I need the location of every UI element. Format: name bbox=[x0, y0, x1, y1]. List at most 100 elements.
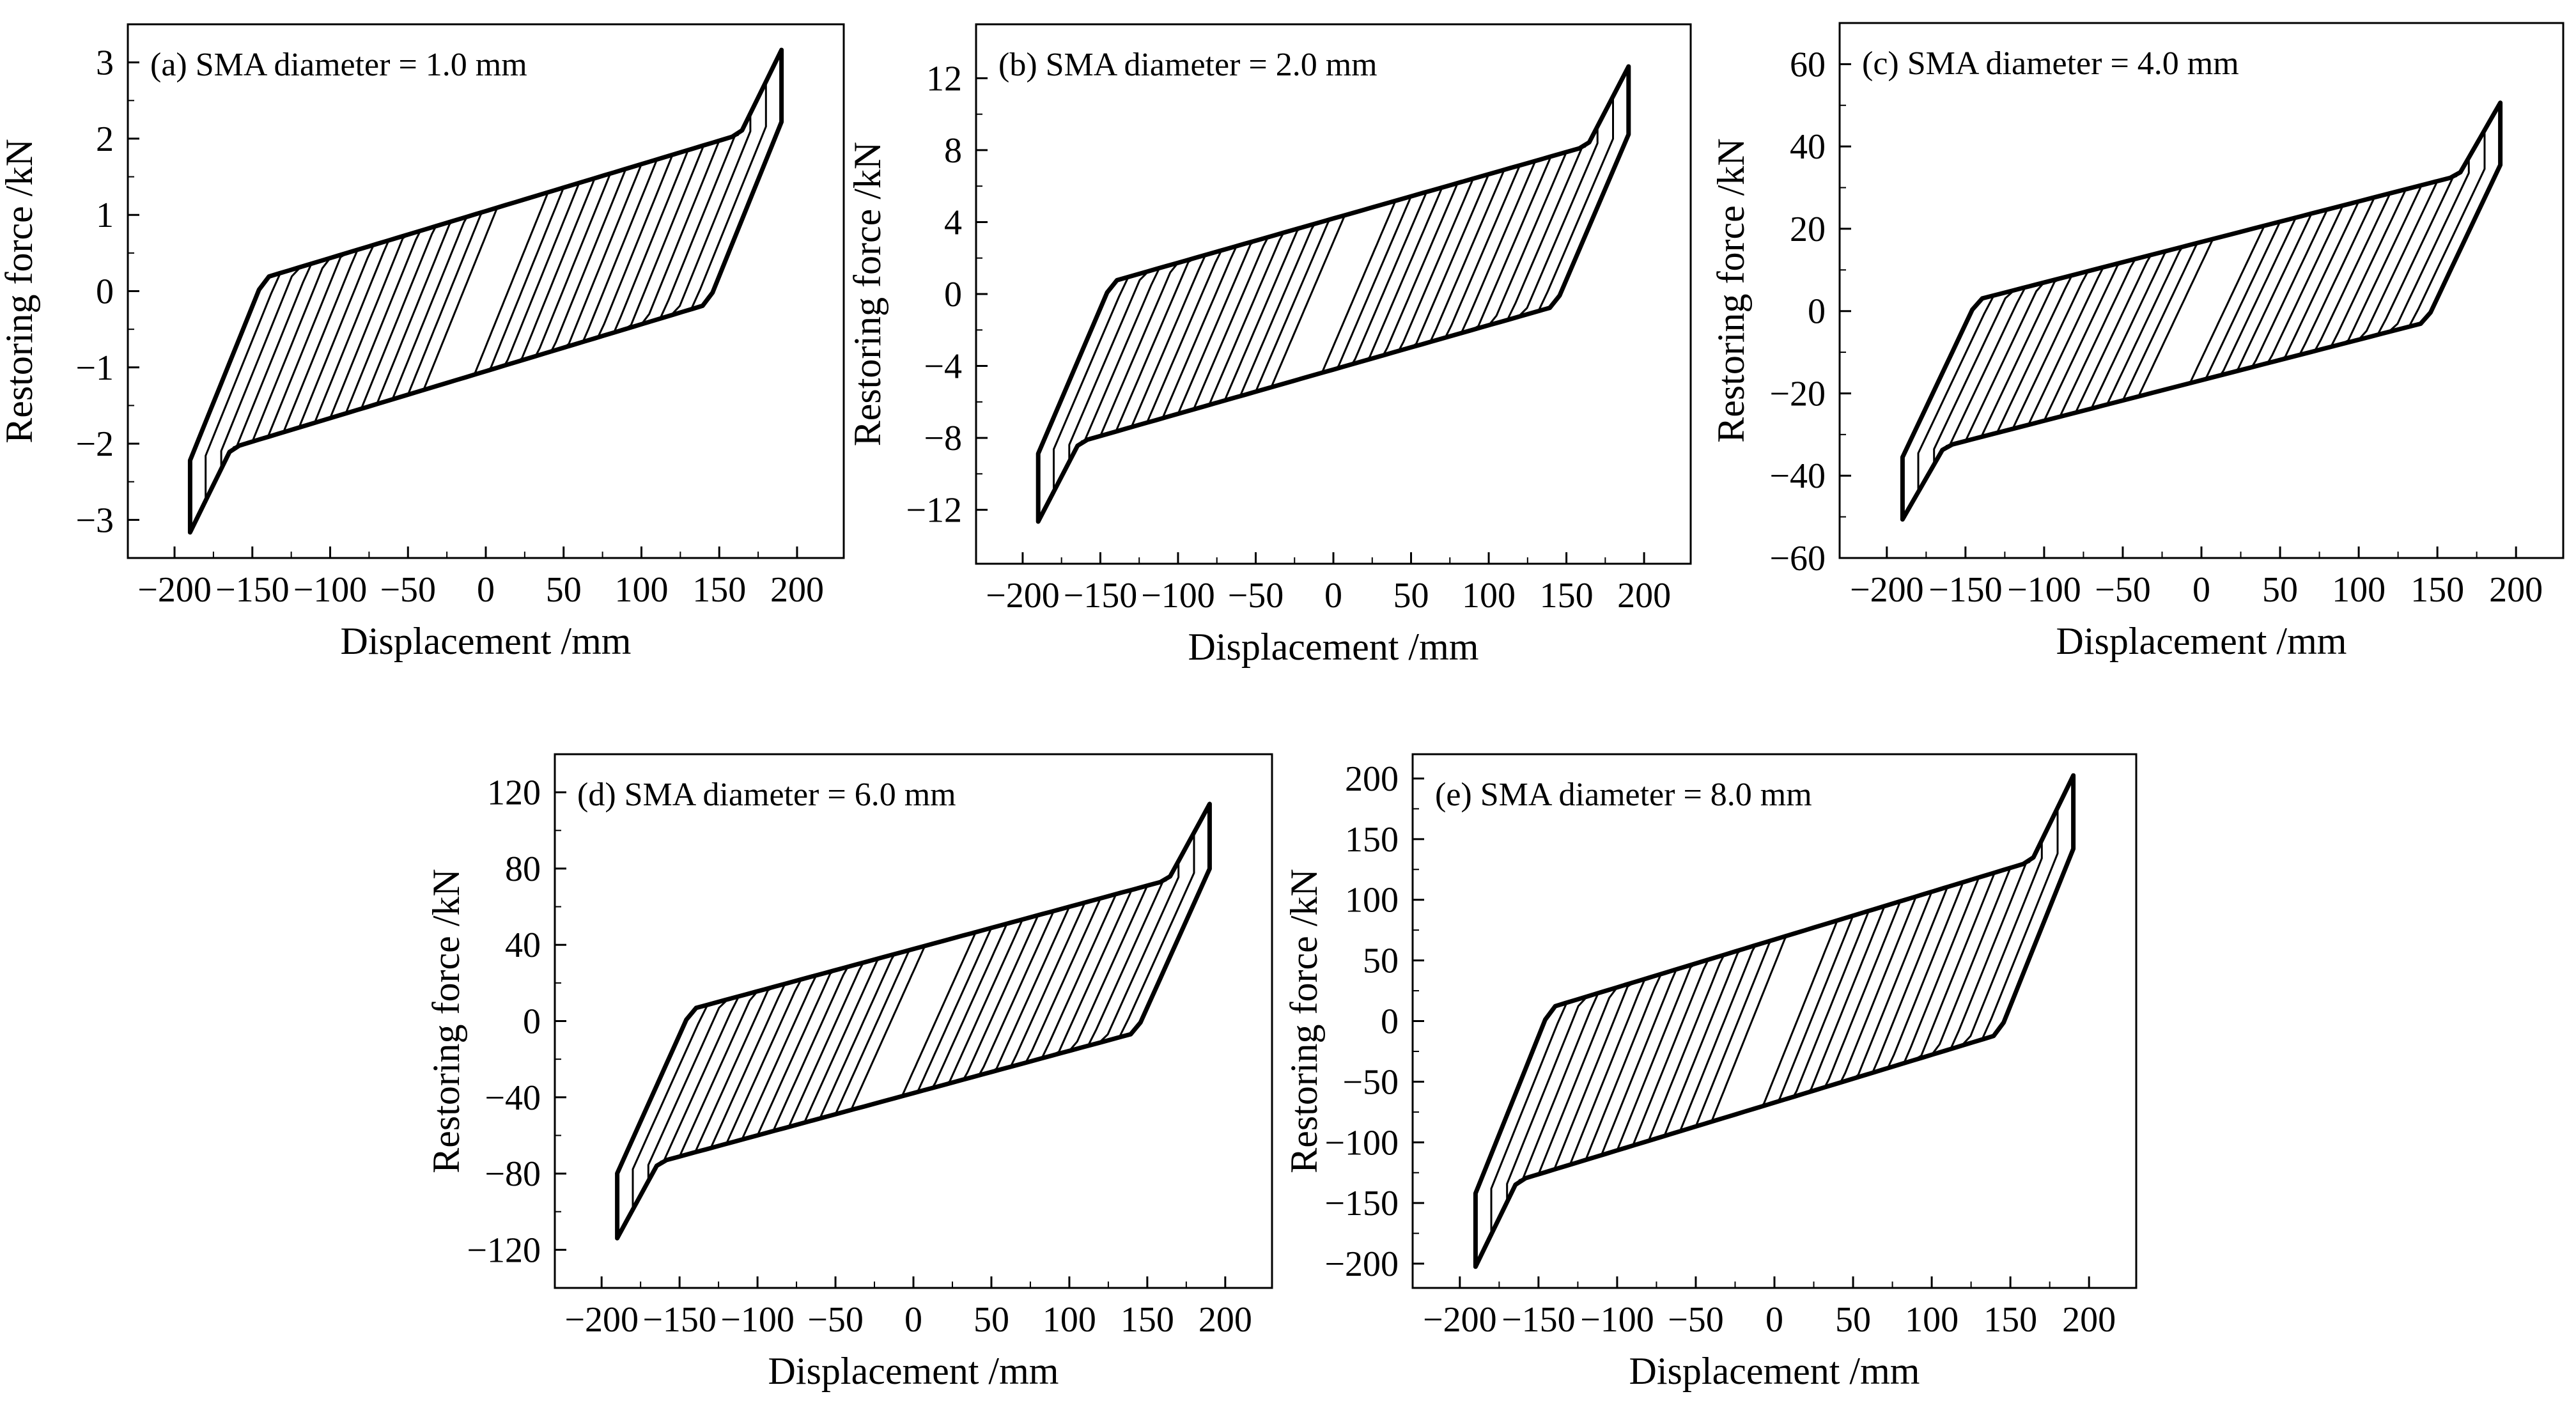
y-tick-label: −150 bbox=[1324, 1184, 1399, 1223]
hysteresis-loop bbox=[1130, 160, 1537, 428]
hysteresis-loop bbox=[741, 901, 1086, 1141]
hysteresis-loop bbox=[298, 153, 674, 429]
hysteresis-loop bbox=[251, 139, 720, 443]
plot-frame bbox=[127, 23, 845, 559]
hysteresis-loop bbox=[235, 135, 736, 447]
hysteresis-loop bbox=[267, 144, 705, 438]
hysteresis-loop bbox=[819, 922, 1008, 1120]
panel-title: (d) SMA diameter = 6.0 mm bbox=[577, 777, 956, 813]
x-tick-label: −50 bbox=[380, 570, 436, 610]
x-tick-label: −50 bbox=[1668, 1300, 1724, 1340]
hysteresis-loop bbox=[1569, 876, 1980, 1166]
panel-title: (c) SMA diameter = 4.0 mm bbox=[1862, 45, 2239, 82]
chart-panel-4: −200 −150 −100 −50 0 50 100 150 200 −120 −80 −40 0 40… bbox=[425, 753, 1273, 1392]
x-tick-label: 200 bbox=[1617, 576, 1671, 616]
y-tick-label: 150 bbox=[1345, 820, 1399, 860]
hysteresis-loop bbox=[1521, 862, 2028, 1181]
x-tick-label: −200 bbox=[1850, 570, 1924, 610]
x-tick-label: 200 bbox=[1199, 1300, 1252, 1340]
x-tick-label: −50 bbox=[1228, 576, 1284, 616]
x-tick-label: 100 bbox=[2332, 570, 2386, 610]
hysteresis-loop bbox=[632, 832, 1195, 1211]
x-tick-label: −150 bbox=[1928, 570, 2003, 610]
x-tick-label: 150 bbox=[1540, 576, 1594, 616]
y-tick-label: −40 bbox=[485, 1078, 541, 1118]
y-tick-label: 2 bbox=[96, 120, 114, 159]
y-tick-label: 1 bbox=[96, 196, 114, 235]
x-tick-label: −100 bbox=[720, 1300, 795, 1340]
hysteresis-loop bbox=[220, 112, 752, 470]
hysteresis-loop bbox=[329, 163, 642, 419]
x-tick-label: 150 bbox=[692, 570, 746, 610]
hysteresis-loop bbox=[1679, 910, 1870, 1133]
y-tick-label: −3 bbox=[75, 500, 114, 540]
x-tick-label: −100 bbox=[1141, 576, 1215, 616]
x-tick-label: −100 bbox=[1580, 1300, 1654, 1340]
hysteresis-loop bbox=[1553, 871, 1996, 1171]
hysteresis-loop bbox=[1473, 773, 2076, 1269]
y-tick-label: 4 bbox=[944, 203, 962, 242]
y-tick-label: −4 bbox=[924, 347, 962, 387]
x-tick-label: 50 bbox=[1393, 576, 1429, 616]
y-tick-label: −20 bbox=[1769, 374, 1826, 414]
hysteresis-loop bbox=[2106, 217, 2297, 406]
x-tick-label: 100 bbox=[1462, 576, 1516, 616]
hysteresis-loop bbox=[756, 906, 1071, 1136]
plot-frame bbox=[554, 753, 1273, 1289]
x-tick-label: 100 bbox=[1043, 1300, 1096, 1340]
y-tick-label: 40 bbox=[1790, 127, 1826, 167]
chart-panel-5: −200 −150 −100 −50 0 50 100 150 200−200−150−100−… bbox=[1283, 753, 2138, 1392]
hysteresis-loop bbox=[1900, 100, 2503, 522]
hysteresis-loop bbox=[1537, 867, 2012, 1175]
y-axis-label: Restoring force /kN bbox=[425, 869, 467, 1174]
x-tick-label: 50 bbox=[974, 1300, 1009, 1340]
x-tick-label: −200 bbox=[137, 570, 212, 610]
hysteresis-loop bbox=[187, 47, 784, 535]
y-tick-label: 60 bbox=[1790, 45, 1826, 84]
x-tick-label: 200 bbox=[2062, 1300, 2116, 1340]
y-axis-label: Restoring force /kN bbox=[1283, 869, 1325, 1174]
y-tick-label: −40 bbox=[1769, 456, 1826, 496]
hysteresis-loop bbox=[1490, 807, 2059, 1236]
hysteresis-loop bbox=[1083, 146, 1583, 442]
x-tick-label: 150 bbox=[1983, 1300, 2037, 1340]
y-tick-label: −80 bbox=[485, 1154, 541, 1194]
hysteresis-loop bbox=[615, 802, 1212, 1241]
x-tick-label: −150 bbox=[1064, 576, 1138, 616]
hysteresis-loop bbox=[647, 860, 1180, 1182]
hysteresis-loop bbox=[1933, 157, 2470, 466]
hysteresis-loop bbox=[1964, 180, 2439, 442]
y-tick-label: 0 bbox=[1808, 292, 1826, 332]
hysteresis-loop bbox=[1695, 915, 1854, 1127]
x-tick-label: −100 bbox=[2007, 570, 2081, 610]
hysteresis-loop bbox=[1917, 129, 2486, 493]
hysteresis-loop bbox=[834, 927, 993, 1115]
y-tick-label: 12 bbox=[926, 59, 962, 98]
y-tick-label: 0 bbox=[96, 272, 114, 312]
x-tick-label: 0 bbox=[1765, 1300, 1783, 1340]
x-axis-label: Displacement /mm bbox=[1629, 1350, 1920, 1392]
y-tick-label: 120 bbox=[487, 773, 541, 813]
y-axis-label: Restoring force /kN bbox=[0, 139, 40, 444]
x-axis-label: Displacement /mm bbox=[768, 1350, 1059, 1392]
y-tick-label: 20 bbox=[1790, 210, 1826, 249]
x-tick-label: 0 bbox=[904, 1300, 922, 1340]
hysteresis-loop bbox=[710, 893, 1117, 1149]
hysteresis-loop bbox=[1616, 890, 1933, 1152]
x-tick-label: 50 bbox=[546, 570, 582, 610]
hysteresis-loop bbox=[694, 888, 1133, 1154]
hysteresis-loops bbox=[187, 47, 784, 535]
hysteresis-loop bbox=[1600, 886, 1949, 1156]
x-tick-label: −100 bbox=[293, 570, 368, 610]
y-tick-label: −12 bbox=[906, 491, 962, 531]
x-tick-label: 200 bbox=[2489, 570, 2543, 610]
y-tick-label: −60 bbox=[1769, 539, 1826, 578]
x-tick-label: −200 bbox=[1423, 1300, 1497, 1340]
x-tick-label: 0 bbox=[2192, 570, 2210, 610]
hysteresis-loop bbox=[2043, 200, 2360, 422]
x-tick-label: 100 bbox=[614, 570, 668, 610]
y-tick-label: 50 bbox=[1363, 941, 1399, 981]
x-tick-label: −50 bbox=[807, 1300, 864, 1340]
hysteresis-loops bbox=[1036, 64, 1631, 524]
